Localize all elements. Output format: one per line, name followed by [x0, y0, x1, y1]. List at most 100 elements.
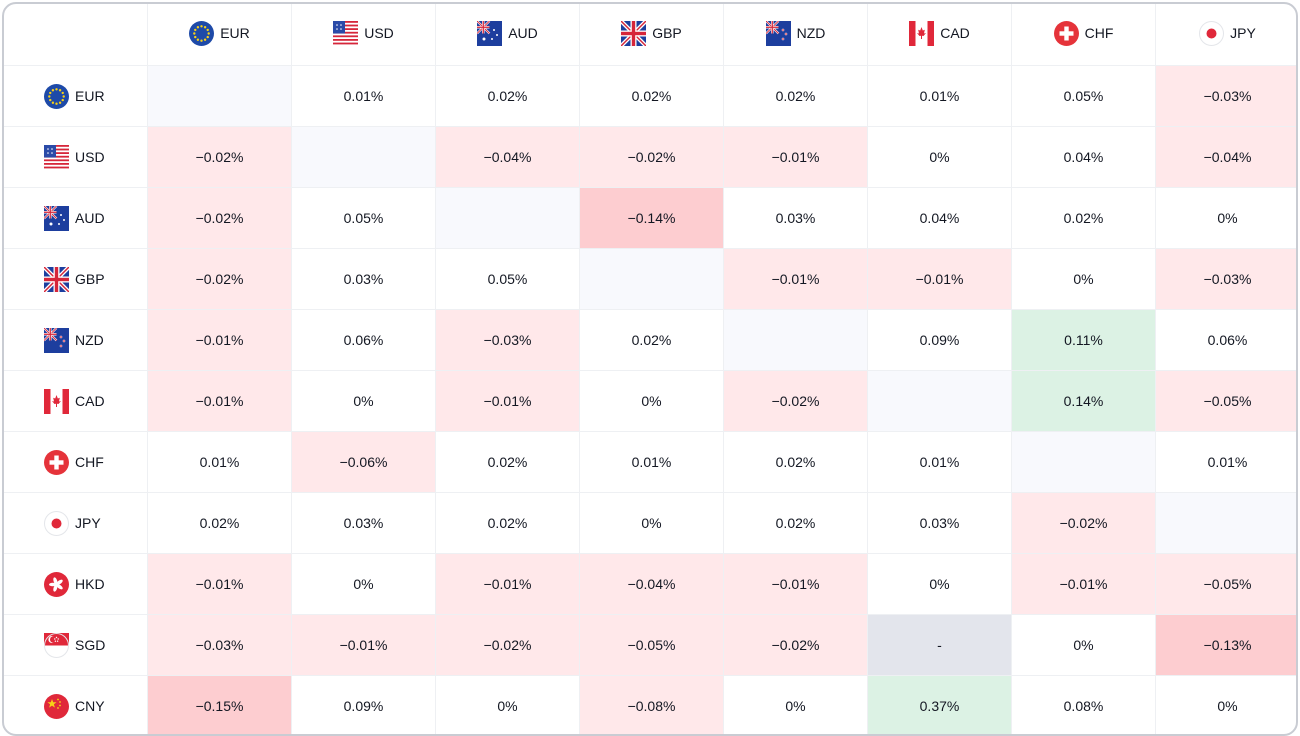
row-header-gbp[interactable]: GBP: [4, 248, 148, 310]
heatmap-cell[interactable]: −0.02%: [579, 126, 724, 188]
row-header-sgd[interactable]: SGD: [4, 614, 148, 676]
heatmap-cell[interactable]: 0.01%: [867, 65, 1012, 127]
heatmap-cell[interactable]: −0.08%: [579, 675, 724, 734]
row-header-jpy[interactable]: JPY: [4, 492, 148, 554]
heatmap-cell[interactable]: 0.06%: [291, 309, 436, 371]
heatmap-cell[interactable]: [867, 370, 1012, 432]
heatmap-cell[interactable]: −0.01%: [435, 370, 580, 432]
heatmap-cell[interactable]: 0.01%: [867, 431, 1012, 493]
heatmap-cell[interactable]: 0.02%: [579, 65, 724, 127]
heatmap-cell[interactable]: −0.13%: [1155, 614, 1296, 676]
heatmap-cell[interactable]: −0.14%: [579, 187, 724, 249]
heatmap-cell[interactable]: −0.02%: [1011, 492, 1156, 554]
heatmap-cell[interactable]: −0.04%: [435, 126, 580, 188]
column-header-aud[interactable]: AUD: [435, 4, 580, 66]
heatmap-cell[interactable]: −0.01%: [147, 370, 292, 432]
heatmap-cell[interactable]: −0.02%: [723, 614, 868, 676]
row-header-hkd[interactable]: HKD: [4, 553, 148, 615]
heatmap-cell[interactable]: −0.03%: [147, 614, 292, 676]
heatmap-cell[interactable]: −0.01%: [147, 309, 292, 371]
heatmap-cell[interactable]: −0.01%: [435, 553, 580, 615]
heatmap-cell[interactable]: 0%: [291, 370, 436, 432]
heatmap-cell[interactable]: 0.02%: [723, 431, 868, 493]
heatmap-cell[interactable]: −0.02%: [147, 187, 292, 249]
heatmap-cell[interactable]: 0.37%: [867, 675, 1012, 734]
heatmap-cell[interactable]: 0%: [435, 675, 580, 734]
heatmap-cell[interactable]: 0.09%: [867, 309, 1012, 371]
heatmap-cell[interactable]: 0%: [579, 370, 724, 432]
heatmap-cell[interactable]: 0.02%: [579, 309, 724, 371]
heatmap-cell[interactable]: 0.05%: [1011, 65, 1156, 127]
heatmap-cell[interactable]: −0.05%: [1155, 553, 1296, 615]
heatmap-cell[interactable]: −0.01%: [291, 614, 436, 676]
heatmap-cell[interactable]: −0.01%: [723, 248, 868, 310]
heatmap-cell[interactable]: 0.04%: [867, 187, 1012, 249]
heatmap-cell[interactable]: [291, 126, 436, 188]
heatmap-cell[interactable]: [579, 248, 724, 310]
heatmap-cell[interactable]: −0.15%: [147, 675, 292, 734]
row-header-cny[interactable]: CNY: [4, 675, 148, 734]
row-header-usd[interactable]: USD: [4, 126, 148, 188]
heatmap-cell[interactable]: 0.14%: [1011, 370, 1156, 432]
heatmap-cell[interactable]: −0.01%: [867, 248, 1012, 310]
heatmap-cell[interactable]: 0.02%: [147, 492, 292, 554]
heatmap-cell[interactable]: 0.09%: [291, 675, 436, 734]
heatmap-cell[interactable]: 0%: [1011, 614, 1156, 676]
heatmap-cell[interactable]: 0%: [579, 492, 724, 554]
column-header-gbp[interactable]: GBP: [579, 4, 724, 66]
heatmap-cell[interactable]: −0.02%: [147, 126, 292, 188]
row-header-eur[interactable]: EUR: [4, 65, 148, 127]
heatmap-cell[interactable]: 0.02%: [435, 65, 580, 127]
column-header-nzd[interactable]: NZD: [723, 4, 868, 66]
heatmap-cell[interactable]: −0.02%: [147, 248, 292, 310]
heatmap-cell[interactable]: −0.01%: [723, 553, 868, 615]
column-header-chf[interactable]: CHF: [1011, 4, 1156, 66]
heatmap-cell[interactable]: −0.01%: [1011, 553, 1156, 615]
heatmap-cell[interactable]: 0%: [867, 553, 1012, 615]
heatmap-cell[interactable]: −0.03%: [435, 309, 580, 371]
heatmap-cell[interactable]: 0.04%: [1011, 126, 1156, 188]
heatmap-cell[interactable]: −0.05%: [1155, 370, 1296, 432]
heatmap-cell[interactable]: 0.01%: [579, 431, 724, 493]
row-header-aud[interactable]: AUD: [4, 187, 148, 249]
heatmap-cell[interactable]: −0.05%: [579, 614, 724, 676]
heatmap-cell[interactable]: 0.01%: [1155, 431, 1296, 493]
heatmap-cell[interactable]: 0.03%: [723, 187, 868, 249]
heatmap-cell[interactable]: 0%: [291, 553, 436, 615]
heatmap-cell[interactable]: [1011, 431, 1156, 493]
heatmap-cell[interactable]: −0.03%: [1155, 65, 1296, 127]
column-header-jpy[interactable]: JPY: [1155, 4, 1296, 66]
heatmap-cell[interactable]: 0%: [723, 675, 868, 734]
row-header-nzd[interactable]: NZD: [4, 309, 148, 371]
heatmap-cell[interactable]: −0.06%: [291, 431, 436, 493]
heatmap-cell[interactable]: 0.02%: [435, 492, 580, 554]
heatmap-cell[interactable]: 0.11%: [1011, 309, 1156, 371]
heatmap-cell[interactable]: 0.08%: [1011, 675, 1156, 734]
heatmap-cell[interactable]: 0.01%: [291, 65, 436, 127]
heatmap-cell[interactable]: [435, 187, 580, 249]
row-header-cad[interactable]: CAD: [4, 370, 148, 432]
heatmap-cell[interactable]: [723, 309, 868, 371]
heatmap-cell[interactable]: 0.03%: [867, 492, 1012, 554]
heatmap-cell[interactable]: 0.02%: [435, 431, 580, 493]
heatmap-cell[interactable]: −0.01%: [723, 126, 868, 188]
column-header-eur[interactable]: EUR: [147, 4, 292, 66]
column-header-cad[interactable]: CAD: [867, 4, 1012, 66]
heatmap-cell[interactable]: −0.01%: [147, 553, 292, 615]
heatmap-cell[interactable]: 0.01%: [147, 431, 292, 493]
heatmap-cell[interactable]: [147, 65, 292, 127]
heatmap-cell[interactable]: 0%: [1155, 187, 1296, 249]
row-header-chf[interactable]: CHF: [4, 431, 148, 493]
heatmap-cell[interactable]: 0.02%: [723, 65, 868, 127]
heatmap-cell[interactable]: 0.05%: [291, 187, 436, 249]
column-header-usd[interactable]: USD: [291, 4, 436, 66]
heatmap-cell[interactable]: -: [867, 614, 1012, 676]
heatmap-cell[interactable]: 0.05%: [435, 248, 580, 310]
heatmap-cell[interactable]: 0.06%: [1155, 309, 1296, 371]
heatmap-cell[interactable]: −0.02%: [435, 614, 580, 676]
heatmap-cell[interactable]: 0.03%: [291, 248, 436, 310]
heatmap-cell[interactable]: 0.02%: [723, 492, 868, 554]
heatmap-cell[interactable]: 0%: [1011, 248, 1156, 310]
heatmap-cell[interactable]: −0.04%: [579, 553, 724, 615]
heatmap-cell[interactable]: 0.03%: [291, 492, 436, 554]
